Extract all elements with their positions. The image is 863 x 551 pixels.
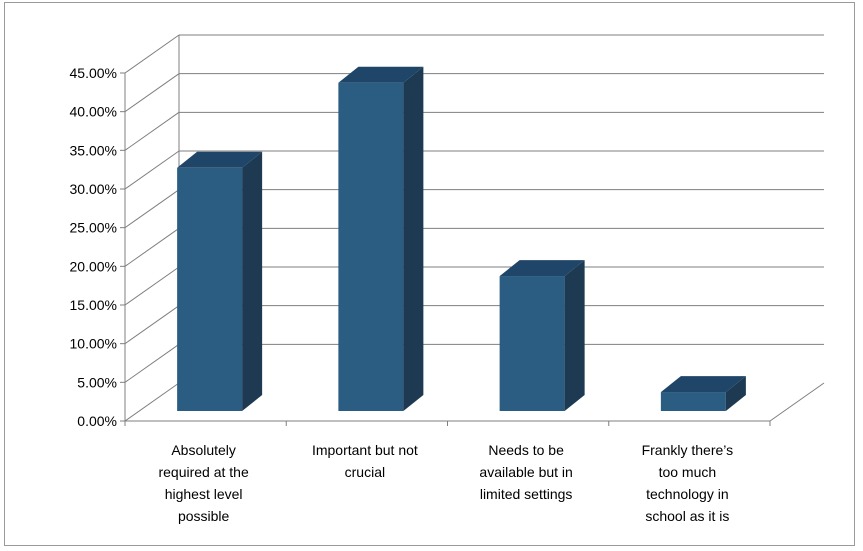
y-tick-label: 30.00% [70,181,117,197]
y-tick-label: 25.00% [70,220,117,236]
gridline-side [124,227,180,267]
y-tick-label: 5.00% [77,374,117,390]
gridline-side [124,73,180,113]
bar-top [338,66,424,83]
x-category-label: school as it is [645,508,729,524]
gridline-side [124,34,180,74]
bar-side [564,260,585,411]
x-category-label: highest level [165,486,243,502]
gridline-side [124,382,180,422]
bar-top [177,151,263,168]
y-tick-label: 40.00% [70,104,117,120]
x-category-label: available but in [479,464,572,480]
gridline-side [124,150,180,190]
y-tick-label: 0.00% [77,413,117,429]
gridline-side [124,266,180,306]
gridline-side [124,111,180,151]
y-tick-label: 35.00% [70,142,117,158]
bar [177,167,243,411]
x-category-label: possible [178,508,230,524]
bar-side [725,376,746,411]
y-tick-label: 45.00% [70,65,117,81]
bar [660,392,726,411]
bar [338,82,404,411]
bar-top [499,260,585,277]
bar-side [403,66,424,411]
bar-side [242,151,263,412]
y-tick-label: 20.00% [70,258,117,274]
x-category-label: limited settings [480,486,573,502]
y-tick-label: 15.00% [70,297,117,313]
bar [499,276,565,411]
x-category-label: too much [659,464,717,480]
floor-right-edge [769,382,825,422]
x-category-label: crucial [345,464,385,480]
x-category-label: Frankly there’s [642,442,734,458]
gridline-side [124,189,180,229]
gridline-side [124,343,180,383]
x-category-label: required at the [158,464,248,480]
bar-top [660,376,746,393]
chart-frame [4,2,855,546]
x-category-label: Important but not [312,442,418,458]
x-category-label: Absolutely [171,442,236,458]
x-category-label: technology in [646,486,729,502]
y-tick-label: 10.00% [70,336,117,352]
x-category-label: Needs to be [488,442,564,458]
gridline-side [124,305,180,345]
